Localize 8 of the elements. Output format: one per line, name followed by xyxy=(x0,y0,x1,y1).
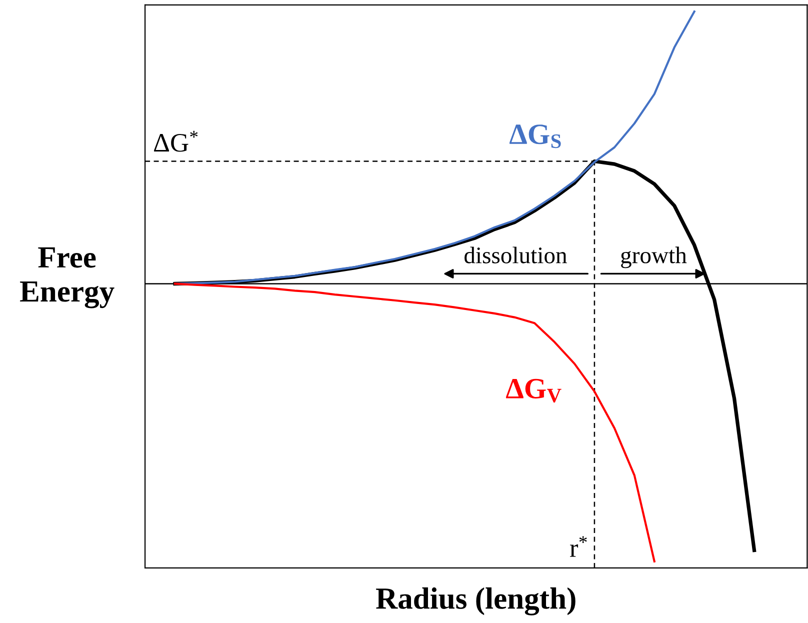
y-axis-title: Free Energy xyxy=(20,247,114,308)
ref-line-label: ΔG$^{*}$ xyxy=(154,130,198,152)
annotation: growth xyxy=(621,246,687,268)
series-label: ΔG$_{S}$ xyxy=(510,124,561,148)
annotation: r$^{*}$ xyxy=(570,536,587,557)
series-label: ΔG$_{V}$ xyxy=(506,378,562,403)
annotation: dissolution xyxy=(464,246,567,264)
x-axis-title: Radius (length) xyxy=(376,587,576,616)
